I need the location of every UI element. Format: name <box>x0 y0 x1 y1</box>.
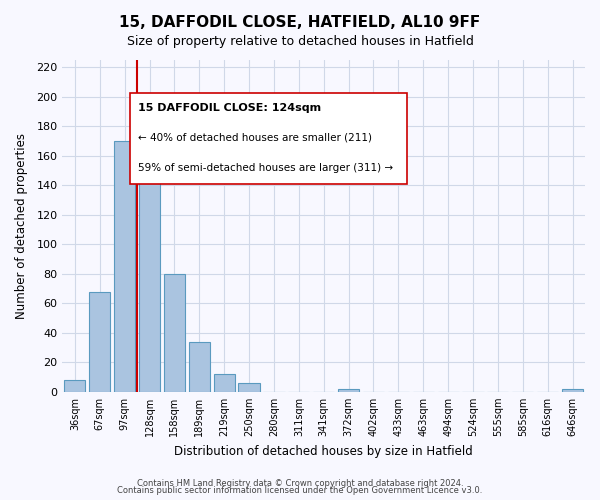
Bar <box>562 389 583 392</box>
Bar <box>214 374 235 392</box>
Bar <box>139 169 160 392</box>
Y-axis label: Number of detached properties: Number of detached properties <box>15 133 28 319</box>
Bar <box>89 292 110 392</box>
Text: Size of property relative to detached houses in Hatfield: Size of property relative to detached ho… <box>127 35 473 48</box>
Text: Contains public sector information licensed under the Open Government Licence v3: Contains public sector information licen… <box>118 486 482 495</box>
Text: ← 40% of detached houses are smaller (211): ← 40% of detached houses are smaller (21… <box>138 133 372 143</box>
Bar <box>64 380 85 392</box>
Bar <box>238 383 260 392</box>
Text: 15 DAFFODIL CLOSE: 124sqm: 15 DAFFODIL CLOSE: 124sqm <box>138 103 322 113</box>
Bar <box>338 389 359 392</box>
Text: Contains HM Land Registry data © Crown copyright and database right 2024.: Contains HM Land Registry data © Crown c… <box>137 478 463 488</box>
X-axis label: Distribution of detached houses by size in Hatfield: Distribution of detached houses by size … <box>175 444 473 458</box>
Text: 59% of semi-detached houses are larger (311) →: 59% of semi-detached houses are larger (… <box>138 163 394 173</box>
Bar <box>114 141 135 392</box>
FancyBboxPatch shape <box>130 93 407 184</box>
Bar <box>189 342 210 392</box>
Bar <box>164 274 185 392</box>
Text: 15, DAFFODIL CLOSE, HATFIELD, AL10 9FF: 15, DAFFODIL CLOSE, HATFIELD, AL10 9FF <box>119 15 481 30</box>
